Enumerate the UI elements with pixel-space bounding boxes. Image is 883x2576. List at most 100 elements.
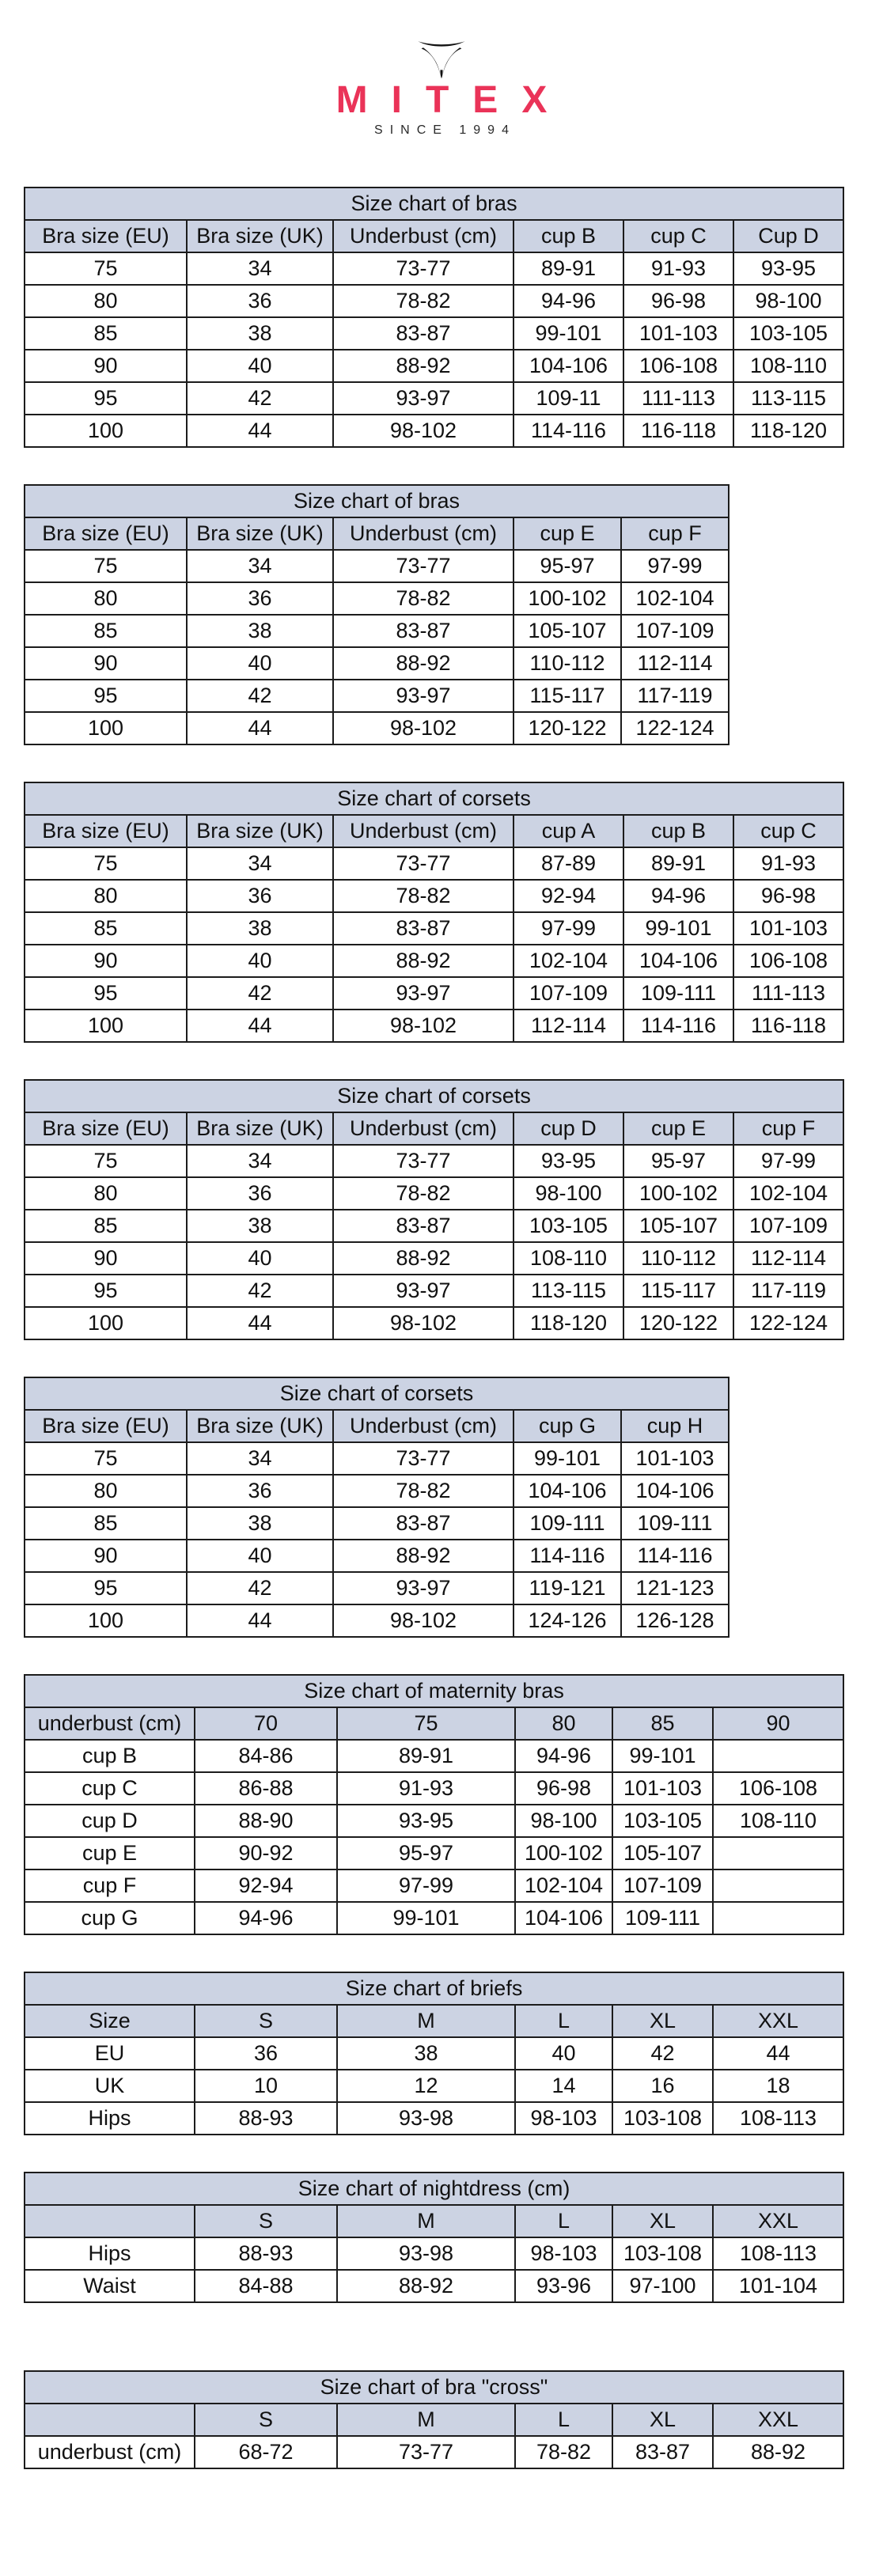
- table-cell: 78-82: [332, 284, 514, 319]
- table-cell: cup C: [24, 1771, 195, 1806]
- column-header: cup E: [623, 1112, 734, 1146]
- table-row: cup D 88-90 93-95 98-100 103-105 108-110: [24, 1804, 845, 1839]
- table-cell: 93-95: [513, 1144, 624, 1179]
- table-cell: 97-99: [513, 911, 624, 946]
- table-title-row: Size chart of corsets: [24, 1377, 730, 1411]
- table-cell: 117-119: [620, 679, 730, 714]
- table-cell: 34: [186, 252, 334, 286]
- column-header: XL: [612, 2204, 714, 2239]
- table-cell: 73-77: [336, 2435, 516, 2470]
- table-cell: 44: [186, 1306, 334, 1341]
- table-cell: 38: [186, 911, 334, 946]
- table-cell: 18: [711, 2069, 845, 2104]
- column-header: 80: [514, 1707, 613, 1741]
- column-header: Bra size (EU): [24, 1409, 188, 1444]
- column-header: Underbust (cm): [332, 517, 514, 551]
- column-header: XXL: [711, 2403, 845, 2438]
- table-cell: 100: [24, 1306, 188, 1341]
- table-row: 80 36 78-82 98-100 100-102 102-104: [24, 1176, 845, 1211]
- column-header: [24, 2204, 195, 2239]
- table-cell: 99-101: [513, 316, 624, 351]
- table-row: EU 36 38 40 42 44: [24, 2036, 845, 2071]
- column-header: cup G: [513, 1409, 622, 1444]
- table-cell: cup E: [24, 1836, 195, 1871]
- size-table: Size chart of maternity bras underbust (c…: [23, 1674, 845, 1936]
- brand-name: MITEX: [335, 79, 571, 121]
- table-cell: 107-109: [620, 614, 730, 649]
- column-header: Bra size (UK): [186, 814, 334, 849]
- table-cell: 86-88: [194, 1771, 338, 1806]
- table-title: Size chart of briefs: [23, 1972, 845, 2006]
- table-cell: 80: [24, 581, 188, 616]
- table-cell: 110-112: [623, 1241, 734, 1276]
- column-header: Bra size (UK): [186, 219, 334, 254]
- table-cell: 95: [24, 679, 188, 714]
- table-cell: 112-114: [513, 1009, 624, 1044]
- table-cell: 102-104: [513, 944, 624, 979]
- table-cell: 98-102: [332, 414, 514, 449]
- table-header-row: Bra size (EU) Bra size (UK) Underbust (cm)…: [24, 517, 730, 551]
- column-header: Bra size (EU): [24, 219, 188, 254]
- table-cell: 40: [186, 349, 334, 384]
- table-cell: 96-98: [623, 284, 734, 319]
- table-row: 100 44 98-102 112-114 114-116 116-118: [24, 1009, 845, 1044]
- table-row: 85 38 83-87 105-107 107-109: [24, 614, 730, 649]
- size-table: Size chart of bras Bra size (EU) Bra size …: [23, 187, 845, 449]
- table-cell: 102-104: [514, 1869, 613, 1904]
- table-cell: 80: [24, 284, 188, 319]
- table-cell: 88-90: [194, 1804, 338, 1839]
- table-cell: 108-110: [711, 1804, 845, 1839]
- column-header: Size: [24, 2004, 195, 2039]
- table-cell: 100-102: [513, 581, 622, 616]
- table-row: 100 44 98-102 118-120 120-122 122-124: [24, 1306, 845, 1341]
- column-header: cup F: [732, 1112, 845, 1146]
- column-header: cup A: [513, 814, 624, 849]
- table-cell: 83-87: [612, 2435, 714, 2470]
- table-cell: 98-102: [332, 1306, 514, 1341]
- table-cell: 85: [24, 1209, 188, 1244]
- table-cell: 93-95: [732, 252, 845, 286]
- column-header: Bra size (UK): [186, 1409, 334, 1444]
- table-cell: 114-116: [513, 1539, 622, 1574]
- table-cell: 42: [186, 1274, 334, 1309]
- table-cell: 83-87: [332, 1506, 514, 1541]
- table-cell: 75: [24, 847, 188, 881]
- table-cell: 99-101: [336, 1901, 516, 1936]
- table-row: 80 36 78-82 104-106 104-106: [24, 1474, 730, 1509]
- column-header: underbust (cm): [24, 1707, 195, 1741]
- table-title-row: Size chart of bras: [23, 187, 845, 222]
- table-row: 90 40 88-92 108-110 110-112 112-114: [24, 1241, 845, 1276]
- table-cell: UK: [24, 2069, 195, 2104]
- table-cell: 75: [24, 1144, 188, 1179]
- table-cell: 109-11: [513, 381, 624, 416]
- column-header: XXL: [712, 2204, 844, 2239]
- column-header: L: [514, 2403, 613, 2438]
- table-cell: Hips: [24, 2237, 195, 2271]
- table-cell: 40: [186, 1241, 334, 1276]
- table-cell: 36: [186, 284, 334, 319]
- table-title: Size chart of corsets: [23, 1079, 845, 1114]
- size-table: Size chart of bras Bra size (EU) Bra size …: [23, 484, 730, 746]
- table-row: cup C 86-88 91-93 96-98 101-103 106-108: [24, 1771, 845, 1806]
- table-cell: 111-113: [732, 976, 845, 1011]
- table-cell: 95: [24, 1274, 188, 1309]
- table-cell: 36: [186, 879, 334, 914]
- table-cell: 73-77: [332, 1441, 514, 1476]
- table-cell: 75: [24, 549, 188, 584]
- column-header: M: [336, 2004, 516, 2039]
- table-cell: 95: [24, 381, 188, 416]
- table-header-row: Size S M L XL XXL: [24, 2004, 845, 2039]
- table-cell: 103-108: [612, 2237, 714, 2271]
- table-header-row: Bra size (EU) Bra size (UK) Underbust (cm)…: [24, 814, 845, 849]
- table-cell: 107-109: [612, 1869, 714, 1904]
- column-header: Bra size (UK): [186, 517, 334, 551]
- table-cell: 73-77: [332, 549, 514, 584]
- table-title: Size chart of bras: [23, 187, 845, 222]
- table-cell: 88-92: [332, 1539, 514, 1574]
- column-header: XL: [612, 2004, 714, 2039]
- table-title-row: Size chart of briefs: [23, 1972, 845, 2006]
- table-cell: 96-98: [732, 879, 845, 914]
- table-cell: 97-100: [612, 2269, 714, 2304]
- column-header: Cup D: [732, 219, 845, 254]
